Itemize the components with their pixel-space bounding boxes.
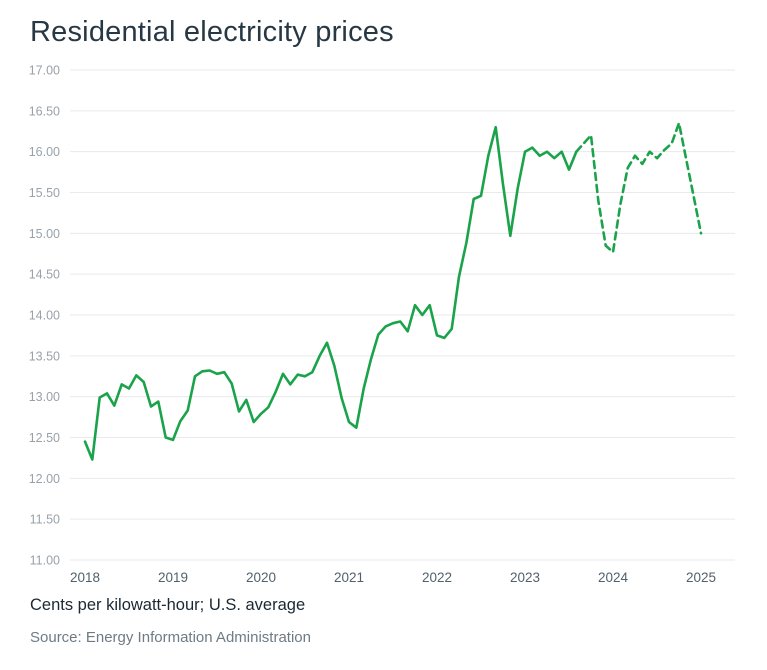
price-line-dashed — [574, 121, 703, 254]
y-axis-label: 12.00 — [29, 472, 60, 486]
y-axis-label: 16.50 — [29, 104, 60, 118]
y-axis-label: 13.00 — [29, 390, 60, 404]
page-container: Residential electricity prices 17.00 16.5… — [29, 16, 735, 646]
y-axis-label: 14.00 — [29, 309, 60, 323]
y-axis-label: 17.00 — [29, 64, 60, 78]
y-axis-label: 14.50 — [29, 268, 60, 282]
y-axis-label: 13.50 — [29, 349, 60, 363]
y-axis-label: 16.00 — [29, 145, 60, 159]
page-title: Residential electricity prices — [30, 16, 394, 48]
y-axis-label: 15.00 — [29, 227, 60, 241]
x-axis-label: 2022 — [422, 570, 452, 585]
x-axis-label: 2021 — [334, 570, 364, 585]
price-chart-svg: 17.00 16.50 16.00 15.50 15.00 14.50 14.00 13.50… — [29, 64, 735, 585]
x-axis-label: 2019 — [158, 570, 188, 585]
x-axis-label: 2023 — [510, 570, 540, 585]
y-axis-label: 15.50 — [29, 186, 60, 200]
x-axis-label: 2024 — [598, 570, 629, 585]
y-axis-label: 11.50 — [30, 513, 60, 527]
y-axis-label: 12.50 — [29, 431, 60, 445]
x-axis-label: 2020 — [246, 570, 276, 585]
y-axis-label: 11.00 — [30, 554, 60, 568]
x-axis-label: 2018 — [70, 570, 100, 585]
x-axis-label: 2025 — [686, 570, 716, 585]
chart-source: Source: Energy Information Administratio… — [30, 629, 311, 646]
chart-units-caption: Cents per kilowatt-hour; U.S. average — [30, 596, 306, 614]
price-line-solid — [83, 125, 578, 461]
